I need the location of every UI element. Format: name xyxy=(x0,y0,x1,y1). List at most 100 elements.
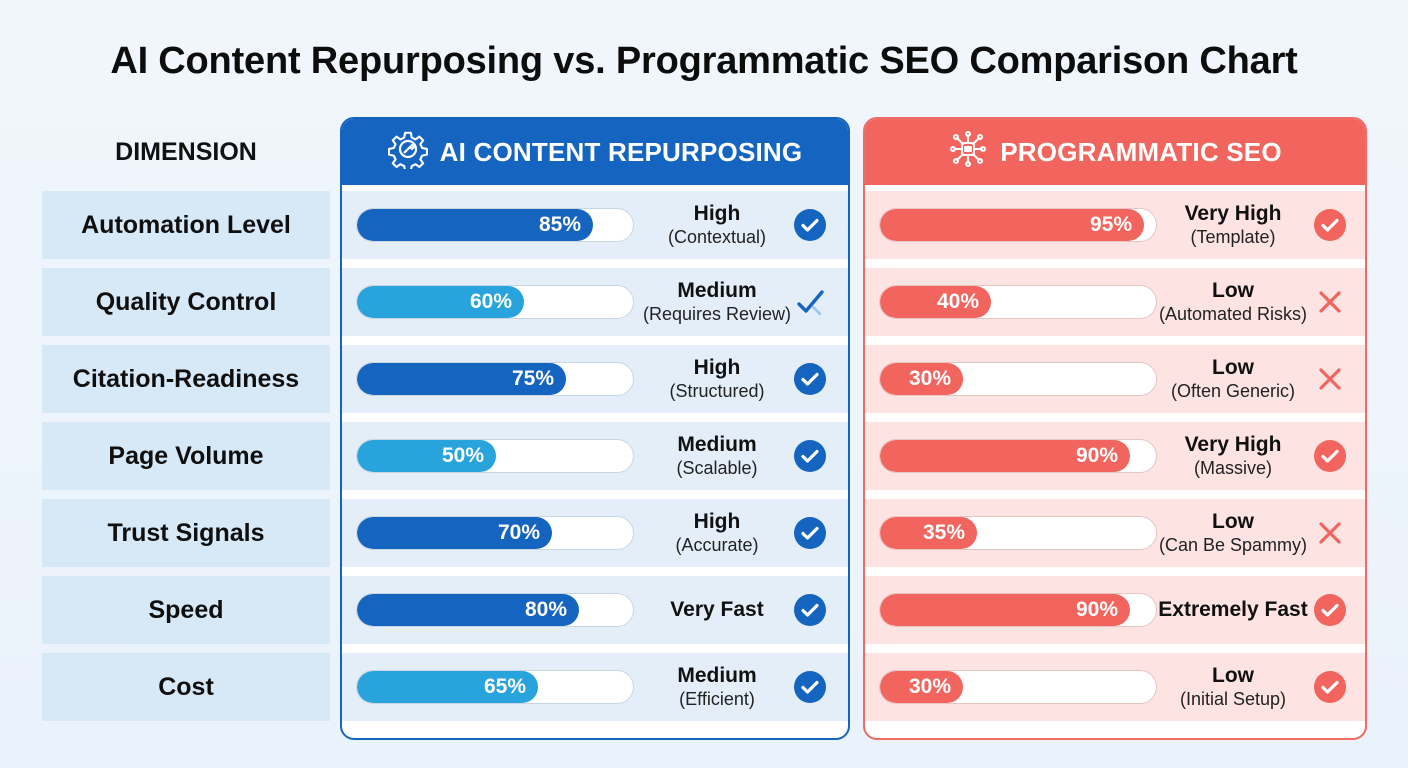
cross-icon xyxy=(1314,517,1346,549)
check-circle-icon xyxy=(794,517,826,549)
ai-rating-level: Medium xyxy=(677,664,757,687)
ai-bar: 70% xyxy=(357,517,552,549)
gear-cog-icon xyxy=(387,129,428,176)
ps-bar-track: 90% xyxy=(879,593,1157,627)
chart-title: AI Content Repurposing vs. Programmatic … xyxy=(110,40,1298,82)
ps-rating-note: (Automated Risks) xyxy=(1158,304,1308,324)
ps-bar-track: 30% xyxy=(879,670,1157,704)
ai-bar-value-label: 50% xyxy=(441,444,484,467)
check-circle-icon xyxy=(1314,209,1346,241)
ps-bar: 90% xyxy=(880,594,1130,626)
ai-rating-level: High xyxy=(693,356,741,379)
ps-bar-value-label: 90% xyxy=(1075,444,1118,467)
ps-rating: Low (Can Be Spammy) xyxy=(1147,499,1319,567)
ai-rating-note: (Efficient) xyxy=(679,689,755,709)
ai-row: 60% Medium (Requires Review) xyxy=(342,268,848,336)
ai-bar: 50% xyxy=(357,440,496,472)
ps-rating-level: Low xyxy=(1212,279,1254,302)
check-circle-icon xyxy=(794,671,826,703)
ai-rating-note: (Structured) xyxy=(669,381,765,401)
ps-bar: 95% xyxy=(880,209,1144,241)
checkmark-icon xyxy=(794,286,826,318)
cross-icon xyxy=(1314,363,1346,395)
dimension-label: Automation Level xyxy=(42,191,330,259)
ps-panel-title: PROGRAMMATIC SEO xyxy=(1000,136,1282,167)
ai-bar: 80% xyxy=(357,594,579,626)
ai-bar: 65% xyxy=(357,671,538,703)
ps-bar-track: 95% xyxy=(879,208,1157,242)
ps-panel-header: PROGRAMMATIC SEO xyxy=(865,119,1365,185)
ps-rating: Very High (Template) xyxy=(1147,191,1319,259)
ai-row: 50% Medium (Scalable) xyxy=(342,422,848,490)
programmatic-seo-panel: PROGRAMMATIC SEO 95% Very High (Template) 4… xyxy=(863,117,1367,740)
ai-bar: 60% xyxy=(357,286,524,318)
ps-bar: 40% xyxy=(880,286,991,318)
ps-rating-note: (Initial Setup) xyxy=(1179,689,1287,709)
check-circle-icon xyxy=(794,594,826,626)
ai-row: 75% High (Structured) xyxy=(342,345,848,413)
ai-row: 85% High (Contextual) xyxy=(342,191,848,259)
ai-rating: High (Accurate) xyxy=(634,499,800,567)
dimension-label: Citation-Readiness xyxy=(42,345,330,413)
ai-rating: High (Contextual) xyxy=(634,191,800,259)
ps-rating-note: (Often Generic) xyxy=(1170,381,1296,401)
ps-bar-value-label: 30% xyxy=(908,675,951,698)
ai-rating: Medium (Efficient) xyxy=(634,653,800,721)
ps-rating: Low (Initial Setup) xyxy=(1147,653,1319,721)
ai-bar-track: 65% xyxy=(356,670,634,704)
ps-bar-value-label: 35% xyxy=(922,521,965,544)
ai-rating: Medium (Requires Review) xyxy=(634,268,800,336)
ps-bar-value-label: 95% xyxy=(1089,213,1132,236)
ps-rating: Extremely Fast xyxy=(1147,576,1319,644)
ai-rating-note: (Contextual) xyxy=(667,227,767,247)
check-circle-icon xyxy=(794,440,826,472)
ps-bar-value-label: 30% xyxy=(908,367,951,390)
ps-rating: Low (Automated Risks) xyxy=(1147,268,1319,336)
ai-panel-title: AI CONTENT REPURPOSING xyxy=(439,136,803,167)
check-circle-icon xyxy=(1314,440,1346,472)
ps-bar-track: 90% xyxy=(879,439,1157,473)
ai-rating-level: Medium xyxy=(677,279,757,302)
ai-bar-value-label: 85% xyxy=(538,213,581,236)
ai-bar-value-label: 65% xyxy=(483,675,526,698)
ai-panel-header: AI CONTENT REPURPOSING xyxy=(342,119,848,185)
ai-bar-value-label: 80% xyxy=(524,598,567,621)
ai-rating: Very Fast xyxy=(634,576,800,644)
ai-bar-track: 60% xyxy=(356,285,634,319)
dimension-label: Page Volume xyxy=(42,422,330,490)
ps-rating-level: Extremely Fast xyxy=(1158,598,1308,621)
ai-bar-value-label: 75% xyxy=(511,367,554,390)
ps-rating: Very High (Massive) xyxy=(1147,422,1319,490)
ps-rating-level: Very High xyxy=(1184,433,1282,456)
ps-bar: 30% xyxy=(880,363,963,395)
check-circle-icon xyxy=(794,363,826,395)
ps-rating-level: Very High xyxy=(1184,202,1282,225)
ai-bar-value-label: 70% xyxy=(497,521,540,544)
ai-row: 70% High (Accurate) xyxy=(342,499,848,567)
ai-rating-note: (Accurate) xyxy=(675,535,759,555)
ps-rating-note: (Can Be Spammy) xyxy=(1158,535,1308,555)
ps-bar: 90% xyxy=(880,440,1130,472)
ps-bar: 30% xyxy=(880,671,963,703)
check-circle-icon xyxy=(794,209,826,241)
ps-bar-value-label: 40% xyxy=(936,290,979,313)
network-chip-icon xyxy=(948,129,988,176)
ps-bar-track: 35% xyxy=(879,516,1157,550)
ai-content-repurposing-panel: AI CONTENT REPURPOSING 85% High (Contextua… xyxy=(340,117,850,740)
dimension-header: DIMENSION xyxy=(115,138,257,166)
ps-bar-track: 30% xyxy=(879,362,1157,396)
ai-row: 80% Very Fast xyxy=(342,576,848,644)
ps-row: 90% Extremely Fast xyxy=(865,576,1365,644)
ai-rating-level: Very Fast xyxy=(670,598,764,621)
ai-rating-note: (Requires Review) xyxy=(642,304,792,324)
ps-rating-level: Low xyxy=(1212,356,1254,379)
ps-row: 30% Low (Initial Setup) xyxy=(865,653,1365,721)
ps-row: 40% Low (Automated Risks) xyxy=(865,268,1365,336)
ai-rating-note: (Scalable) xyxy=(676,458,758,478)
ai-bar-value-label: 60% xyxy=(469,290,512,313)
ps-bar: 35% xyxy=(880,517,977,549)
ai-rating-level: Medium xyxy=(677,433,757,456)
ai-bar-track: 85% xyxy=(356,208,634,242)
ps-row: 35% Low (Can Be Spammy) xyxy=(865,499,1365,567)
dimension-label: Cost xyxy=(42,653,330,721)
